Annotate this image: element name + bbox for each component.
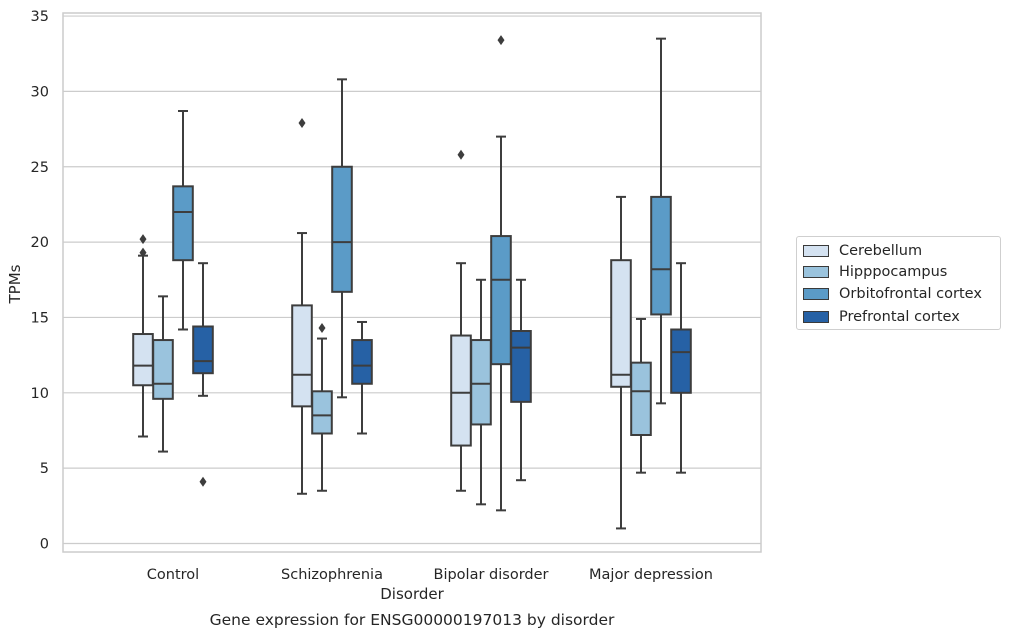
legend-item-prefrontal: Prefrontal cortex	[803, 307, 960, 327]
box-body	[311, 390, 333, 435]
x-tick-label: Schizophrenia	[281, 567, 383, 583]
y-tick-label: 5	[40, 461, 49, 477]
x-tick-label: Control	[147, 567, 199, 583]
box-3-1	[630, 317, 652, 474]
box-body	[630, 361, 652, 436]
box-body	[291, 304, 313, 408]
box-3-3	[670, 262, 692, 474]
legend-label: Cerebellum	[839, 243, 923, 259]
y-tick-label: 0	[40, 537, 49, 553]
box-body	[610, 259, 632, 388]
y-tick-label: 20	[31, 235, 49, 251]
y-tick-label: 25	[31, 160, 49, 176]
outlier-point	[139, 247, 147, 258]
legend-swatch	[803, 288, 829, 300]
boxes	[132, 35, 692, 530]
box-0-0	[132, 234, 154, 438]
box-3-2	[650, 37, 672, 405]
y-axis-label: TPMs	[6, 264, 24, 304]
x-tick-label: Major depression	[589, 567, 713, 583]
box-body	[450, 334, 472, 447]
outlier-point	[497, 35, 505, 46]
box-0-2	[172, 109, 194, 331]
plot-frame	[62, 12, 762, 553]
box-2-1	[470, 278, 492, 506]
chart-caption: Gene expression for ENSG00000197013 by d…	[209, 611, 615, 629]
box-2-3	[510, 278, 532, 482]
legend-item-orbitofrontal: Orbitofrontal cortex	[803, 284, 982, 304]
box-2-0	[450, 149, 472, 492]
box-body	[331, 165, 353, 293]
outlier-point	[318, 322, 326, 333]
y-tick-label: 15	[31, 310, 49, 326]
box-body	[490, 235, 512, 366]
box-body	[510, 330, 532, 403]
box-body	[192, 325, 214, 375]
outlier-point	[457, 149, 465, 160]
x-axis-label: Disorder	[380, 585, 444, 603]
legend-swatch	[803, 245, 829, 257]
legend-label: Prefrontal cortex	[839, 309, 960, 325]
outlier-point	[139, 234, 147, 245]
box-0-3	[192, 262, 214, 487]
box-0-1	[152, 295, 174, 453]
x-tick-label: Bipolar disorder	[434, 567, 549, 583]
box-2-2	[490, 35, 512, 512]
legend-label: Hipppocampus	[839, 264, 948, 280]
box-1-1	[311, 322, 333, 492]
y-tick-label: 35	[31, 9, 49, 25]
x-axis-ticks: Control Schizophrenia Bipolar disorder Majo…	[147, 567, 713, 583]
box-body	[152, 339, 174, 400]
box-body	[470, 339, 492, 426]
box-1-3	[351, 320, 373, 435]
box-1-0	[291, 118, 313, 495]
outlier-point	[298, 118, 306, 129]
box-body	[351, 339, 373, 385]
box-body	[132, 333, 154, 387]
box-1-2	[331, 78, 353, 399]
box-body	[670, 328, 692, 394]
outlier-point	[199, 476, 207, 487]
legend-swatch	[803, 311, 829, 323]
box-body	[172, 185, 194, 262]
y-tick-label: 30	[31, 84, 49, 100]
legend-item-cerebellum: Cerebellum	[803, 241, 922, 261]
y-tick-label: 10	[31, 386, 49, 402]
box-3-0	[610, 195, 632, 530]
legend-swatch	[803, 266, 829, 278]
box-body	[650, 195, 672, 316]
legend-item-hippocampus: Hipppocampus	[803, 262, 947, 282]
y-axis-ticks: 0 5 10 15 20 25 30 35	[31, 9, 49, 552]
legend-label: Orbitofrontal cortex	[839, 286, 982, 302]
legend: Cerebellum Hipppocampus Orbitofrontal co…	[796, 236, 1001, 330]
